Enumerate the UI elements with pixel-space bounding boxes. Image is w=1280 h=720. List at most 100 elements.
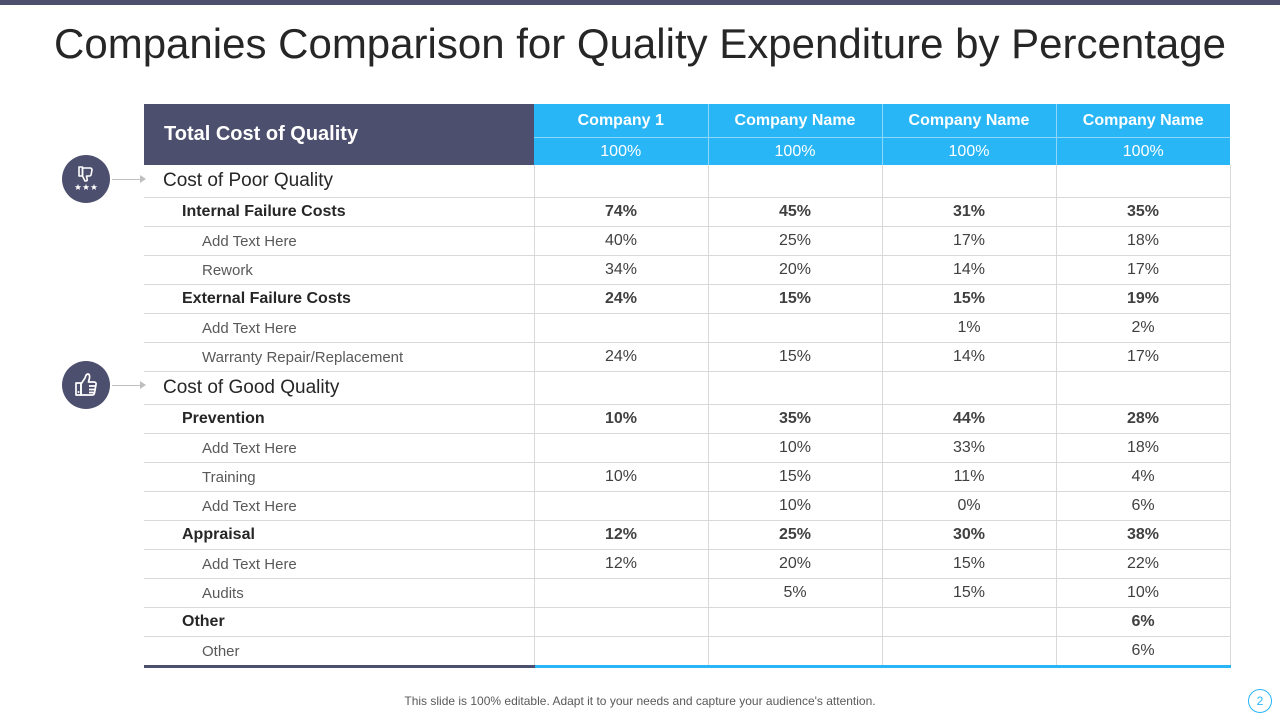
value-cell: 74%	[533, 197, 708, 227]
value-cell	[881, 636, 1056, 668]
footer-note: This slide is 100% editable. Adapt it to…	[404, 694, 876, 708]
value-cell: 25%	[707, 520, 882, 550]
connector-arrow	[140, 381, 146, 389]
value-cell: 4%	[1055, 462, 1231, 492]
row-label: Cost of Poor Quality	[144, 165, 534, 198]
value-cell: 5%	[707, 578, 882, 608]
table-row: Other 6%	[144, 636, 1231, 668]
value-cell: 10%	[533, 462, 708, 492]
table-row: Add Text Here 10% 0% 6%	[144, 491, 1231, 521]
row-label: Add Text Here	[144, 549, 534, 579]
value-cell: 18%	[1055, 226, 1231, 256]
row-label: Prevention	[144, 404, 534, 434]
row-label: Other	[144, 636, 534, 668]
row-label: Add Text Here	[144, 313, 534, 343]
table-row: Audits 5% 15% 10%	[144, 578, 1231, 608]
table-header-label: Total Cost of Quality	[144, 104, 534, 165]
value-cell: 28%	[1055, 404, 1231, 434]
table-row: Add Text Here 1% 2%	[144, 313, 1231, 343]
table-row: Warranty Repair/Replacement 24% 15% 14% 17%	[144, 342, 1231, 372]
table-row: Add Text Here 12% 20% 15% 22%	[144, 549, 1231, 579]
value-cell: 17%	[1055, 342, 1231, 372]
value-cell	[707, 313, 882, 343]
value-cell: 2%	[1055, 313, 1231, 343]
top-accent-bar	[0, 0, 1280, 5]
company-total-pct: 100%	[881, 137, 1056, 165]
value-cell: 12%	[533, 549, 708, 579]
value-cell: 31%	[881, 197, 1056, 227]
value-cell: 17%	[881, 226, 1056, 256]
value-cell: 24%	[533, 342, 708, 372]
value-cell: 34%	[533, 255, 708, 285]
subcategory-row: Prevention 10% 35% 44% 28%	[144, 404, 1231, 434]
row-label: Internal Failure Costs	[144, 197, 534, 227]
value-cell: 22%	[1055, 549, 1231, 579]
value-cell: 12%	[533, 520, 708, 550]
value-cell: 14%	[881, 342, 1056, 372]
value-cell: 35%	[1055, 197, 1231, 227]
value-cell: 25%	[707, 226, 882, 256]
connector-line	[112, 385, 142, 386]
value-cell: 15%	[881, 284, 1056, 314]
row-label: Training	[144, 462, 534, 492]
company-total-pct: 100%	[534, 137, 708, 165]
value-cell	[1055, 371, 1231, 405]
value-cell	[533, 578, 708, 608]
table-row: Training 10% 15% 11% 4%	[144, 462, 1231, 492]
value-cell	[707, 636, 882, 668]
value-cell: 1%	[881, 313, 1056, 343]
value-cell	[881, 607, 1056, 637]
value-cell: 14%	[881, 255, 1056, 285]
company-name-header: Company Name	[707, 104, 882, 138]
section-row: Cost of Good Quality	[144, 371, 1231, 405]
value-cell: 15%	[707, 462, 882, 492]
value-cell	[533, 607, 708, 637]
row-label: Appraisal	[144, 520, 534, 550]
value-cell	[881, 371, 1056, 405]
connector-line	[112, 179, 142, 180]
value-cell: 24%	[533, 284, 708, 314]
value-cell: 20%	[707, 255, 882, 285]
page-number: 2	[1248, 689, 1272, 713]
subcategory-row: Appraisal 12% 25% 30% 38%	[144, 520, 1231, 550]
value-cell: 6%	[1055, 607, 1231, 637]
value-cell: 10%	[1055, 578, 1231, 608]
value-cell	[707, 607, 882, 637]
slide-title: Companies Comparison for Quality Expendi…	[54, 20, 1226, 67]
table-row: Add Text Here 10% 33% 18%	[144, 433, 1231, 463]
value-cell	[707, 165, 882, 198]
value-cell	[533, 313, 708, 343]
value-cell: 10%	[533, 404, 708, 434]
value-cell	[881, 165, 1056, 198]
value-cell: 38%	[1055, 520, 1231, 550]
value-cell: 10%	[707, 433, 882, 463]
value-cell: 15%	[707, 284, 882, 314]
value-cell	[533, 491, 708, 521]
value-cell	[533, 165, 708, 198]
value-cell: 19%	[1055, 284, 1231, 314]
value-cell: 44%	[881, 404, 1056, 434]
value-cell	[533, 636, 708, 668]
value-cell: 35%	[707, 404, 882, 434]
value-cell: 40%	[533, 226, 708, 256]
value-cell: 15%	[881, 578, 1056, 608]
row-label: Add Text Here	[144, 226, 534, 256]
value-cell: 15%	[881, 549, 1056, 579]
value-cell	[1055, 165, 1231, 198]
subcategory-row: Internal Failure Costs 74% 45% 31% 35%	[144, 197, 1231, 227]
company-total-pct: 100%	[707, 137, 882, 165]
value-cell: 20%	[707, 549, 882, 579]
value-cell: 6%	[1055, 636, 1231, 668]
row-label: External Failure Costs	[144, 284, 534, 314]
quality-cost-table: Total Cost of Quality Company 1 Company …	[144, 104, 1231, 668]
value-cell: 11%	[881, 462, 1056, 492]
thumbs-down-stars-icon	[62, 155, 110, 203]
row-label: Cost of Good Quality	[144, 371, 534, 405]
row-label: Rework	[144, 255, 534, 285]
section-row: Cost of Poor Quality	[144, 165, 1231, 198]
value-cell: 17%	[1055, 255, 1231, 285]
value-cell	[533, 371, 708, 405]
value-cell: 18%	[1055, 433, 1231, 463]
value-cell: 30%	[881, 520, 1056, 550]
table-row: Rework 34% 20% 14% 17%	[144, 255, 1231, 285]
